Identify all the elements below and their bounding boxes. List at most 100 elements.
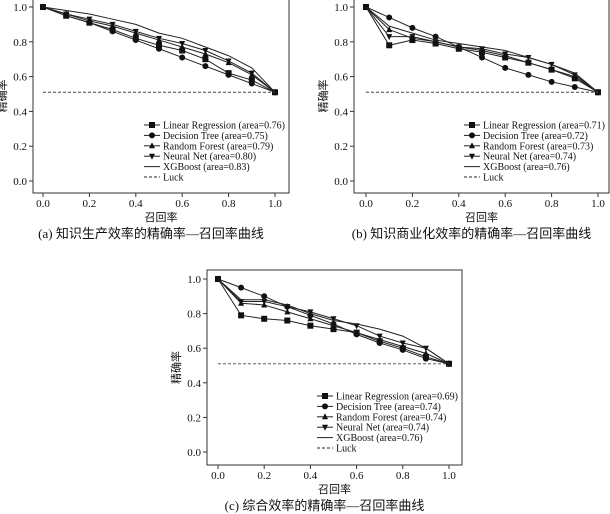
x-tick-label: 0.4 [304,470,318,482]
legend-entry: Random Forest (area=0.74) [317,412,446,423]
x-tick-label: 0.8 [545,198,559,210]
x-tick-label: 0.2 [257,470,271,482]
data-point [479,54,485,61]
legend-entry: Neural Net (area=0.80) [144,152,256,163]
legend-marker [149,153,155,160]
data-point [455,44,462,51]
data-point [525,59,532,66]
y-tick-label: 0.0 [13,176,27,188]
data-point [238,284,245,291]
series-line [42,6,276,93]
legend-label: Neural Net (area=0.80) [163,152,256,163]
legend-marker [322,393,328,399]
data-point [202,63,209,70]
plot-frame [353,0,610,194]
x-tick-label: 0.6 [175,198,189,210]
data-point [571,84,578,91]
data-point [179,54,186,61]
y-tick-label: 1.0 [13,2,27,14]
y-tick-label: 0.4 [187,378,201,390]
data-point [409,34,416,41]
panel-caption: (a) 知识生产效率的精确率—召回率曲线 [38,226,264,241]
y-tick-label: 0.6 [13,72,27,84]
chart-panel-c: 0.0 0.2 0.4 0.6 0.8 1.0 0.0 0.2 0.4 0.6 0.8 1.0 召回率 精… [169,269,463,513]
legend-label: Linear Regression (area=0.69) [336,392,458,403]
legend-label: Luck [163,173,184,184]
y-tick-label: 0.6 [334,72,348,84]
x-tick-label: 1.0 [268,198,282,210]
chart-panel-a: 0.0 0.2 0.4 0.6 0.8 1.0 0.0 0.2 0.4 0.6 0.8 1.0 召回率 精… [0,0,290,241]
legend-entry: Luck [464,173,504,184]
legend-entry: Decision Tree (area=0.74) [317,402,441,413]
data-point [307,322,314,329]
series-triangle-down [40,4,278,96]
y-tick-label: 0.0 [334,176,348,188]
series-none [217,278,450,365]
x-tick-label: 1.0 [442,470,456,482]
legend-label: Decision Tree (area=0.75) [163,131,268,142]
data-point [330,316,337,323]
x-tick-label: 0.6 [498,198,512,210]
legend-marker [469,142,475,149]
x-tick-label: 0.4 [129,198,143,210]
legend-label: XGBoost (area=0.76) [336,433,423,444]
x-axis-title: 召回率 [145,210,178,224]
legend-entry: Linear Regression (area=0.69) [317,392,458,403]
data-point [248,77,255,84]
data-point [525,71,532,78]
data-point [284,317,291,324]
data-point [225,71,232,78]
data-point [548,78,555,85]
plot-frame [206,269,463,466]
y-axis-title: 精确率 [0,80,9,113]
y-tick-label: 0.4 [334,106,348,118]
legend-label: XGBoost (area=0.76) [483,162,570,173]
data-point [386,26,393,33]
series-circle [40,4,278,96]
legend-entry: Random Forest (area=0.73) [464,141,593,152]
legend-label: Decision Tree (area=0.72) [483,131,588,142]
legend-entry: Luck [144,173,184,184]
data-point [386,42,393,49]
chart-panel-b: 0.0 0.2 0.4 0.6 0.8 1.0 0.0 0.2 0.4 0.6 0.8 1.0 召回率 精… [316,0,610,241]
legend-label: Luck [336,444,357,455]
legend-marker [322,413,328,420]
series-line [217,278,450,365]
legend-entry: Decision Tree (area=0.75) [144,131,268,142]
data-point [330,322,337,329]
y-tick-label: 0.2 [334,141,348,153]
data-point [202,56,209,63]
y-tick-label: 0.2 [187,412,201,424]
data-point [156,45,162,52]
data-point [479,46,485,53]
legend-label: XGBoost (area=0.83) [163,162,250,173]
legend-marker [322,403,328,410]
data-point [132,37,139,44]
series-none [42,6,276,93]
y-tick-label: 0.4 [13,106,27,118]
data-point [238,298,245,305]
data-point [409,24,416,31]
legend-marker [469,132,475,139]
data-point [353,329,360,336]
data-point [307,309,314,316]
legend-label: Linear Regression (area=0.71) [483,121,605,132]
x-tick-label: 0.2 [406,198,420,210]
data-point [156,35,162,42]
x-tick-label: 0.4 [452,198,466,210]
data-point [284,308,291,315]
legend-label: Random Forest (area=0.73) [483,141,593,152]
y-tick-label: 0.0 [187,447,201,459]
panel-caption: (b) 知识商业化效率的精确率—召回率曲线 [352,226,591,241]
data-point [261,293,268,300]
legend-label: Luck [483,173,504,184]
data-point [202,48,209,54]
data-point [330,326,337,333]
data-point [156,42,162,49]
data-point [132,28,139,35]
legend-marker [469,153,475,160]
x-tick-label: 0.0 [211,470,225,482]
legend-entry: XGBoost (area=0.83) [144,162,250,173]
legend-label: Random Forest (area=0.79) [163,141,273,152]
x-axis-title: 召回率 [465,210,498,224]
